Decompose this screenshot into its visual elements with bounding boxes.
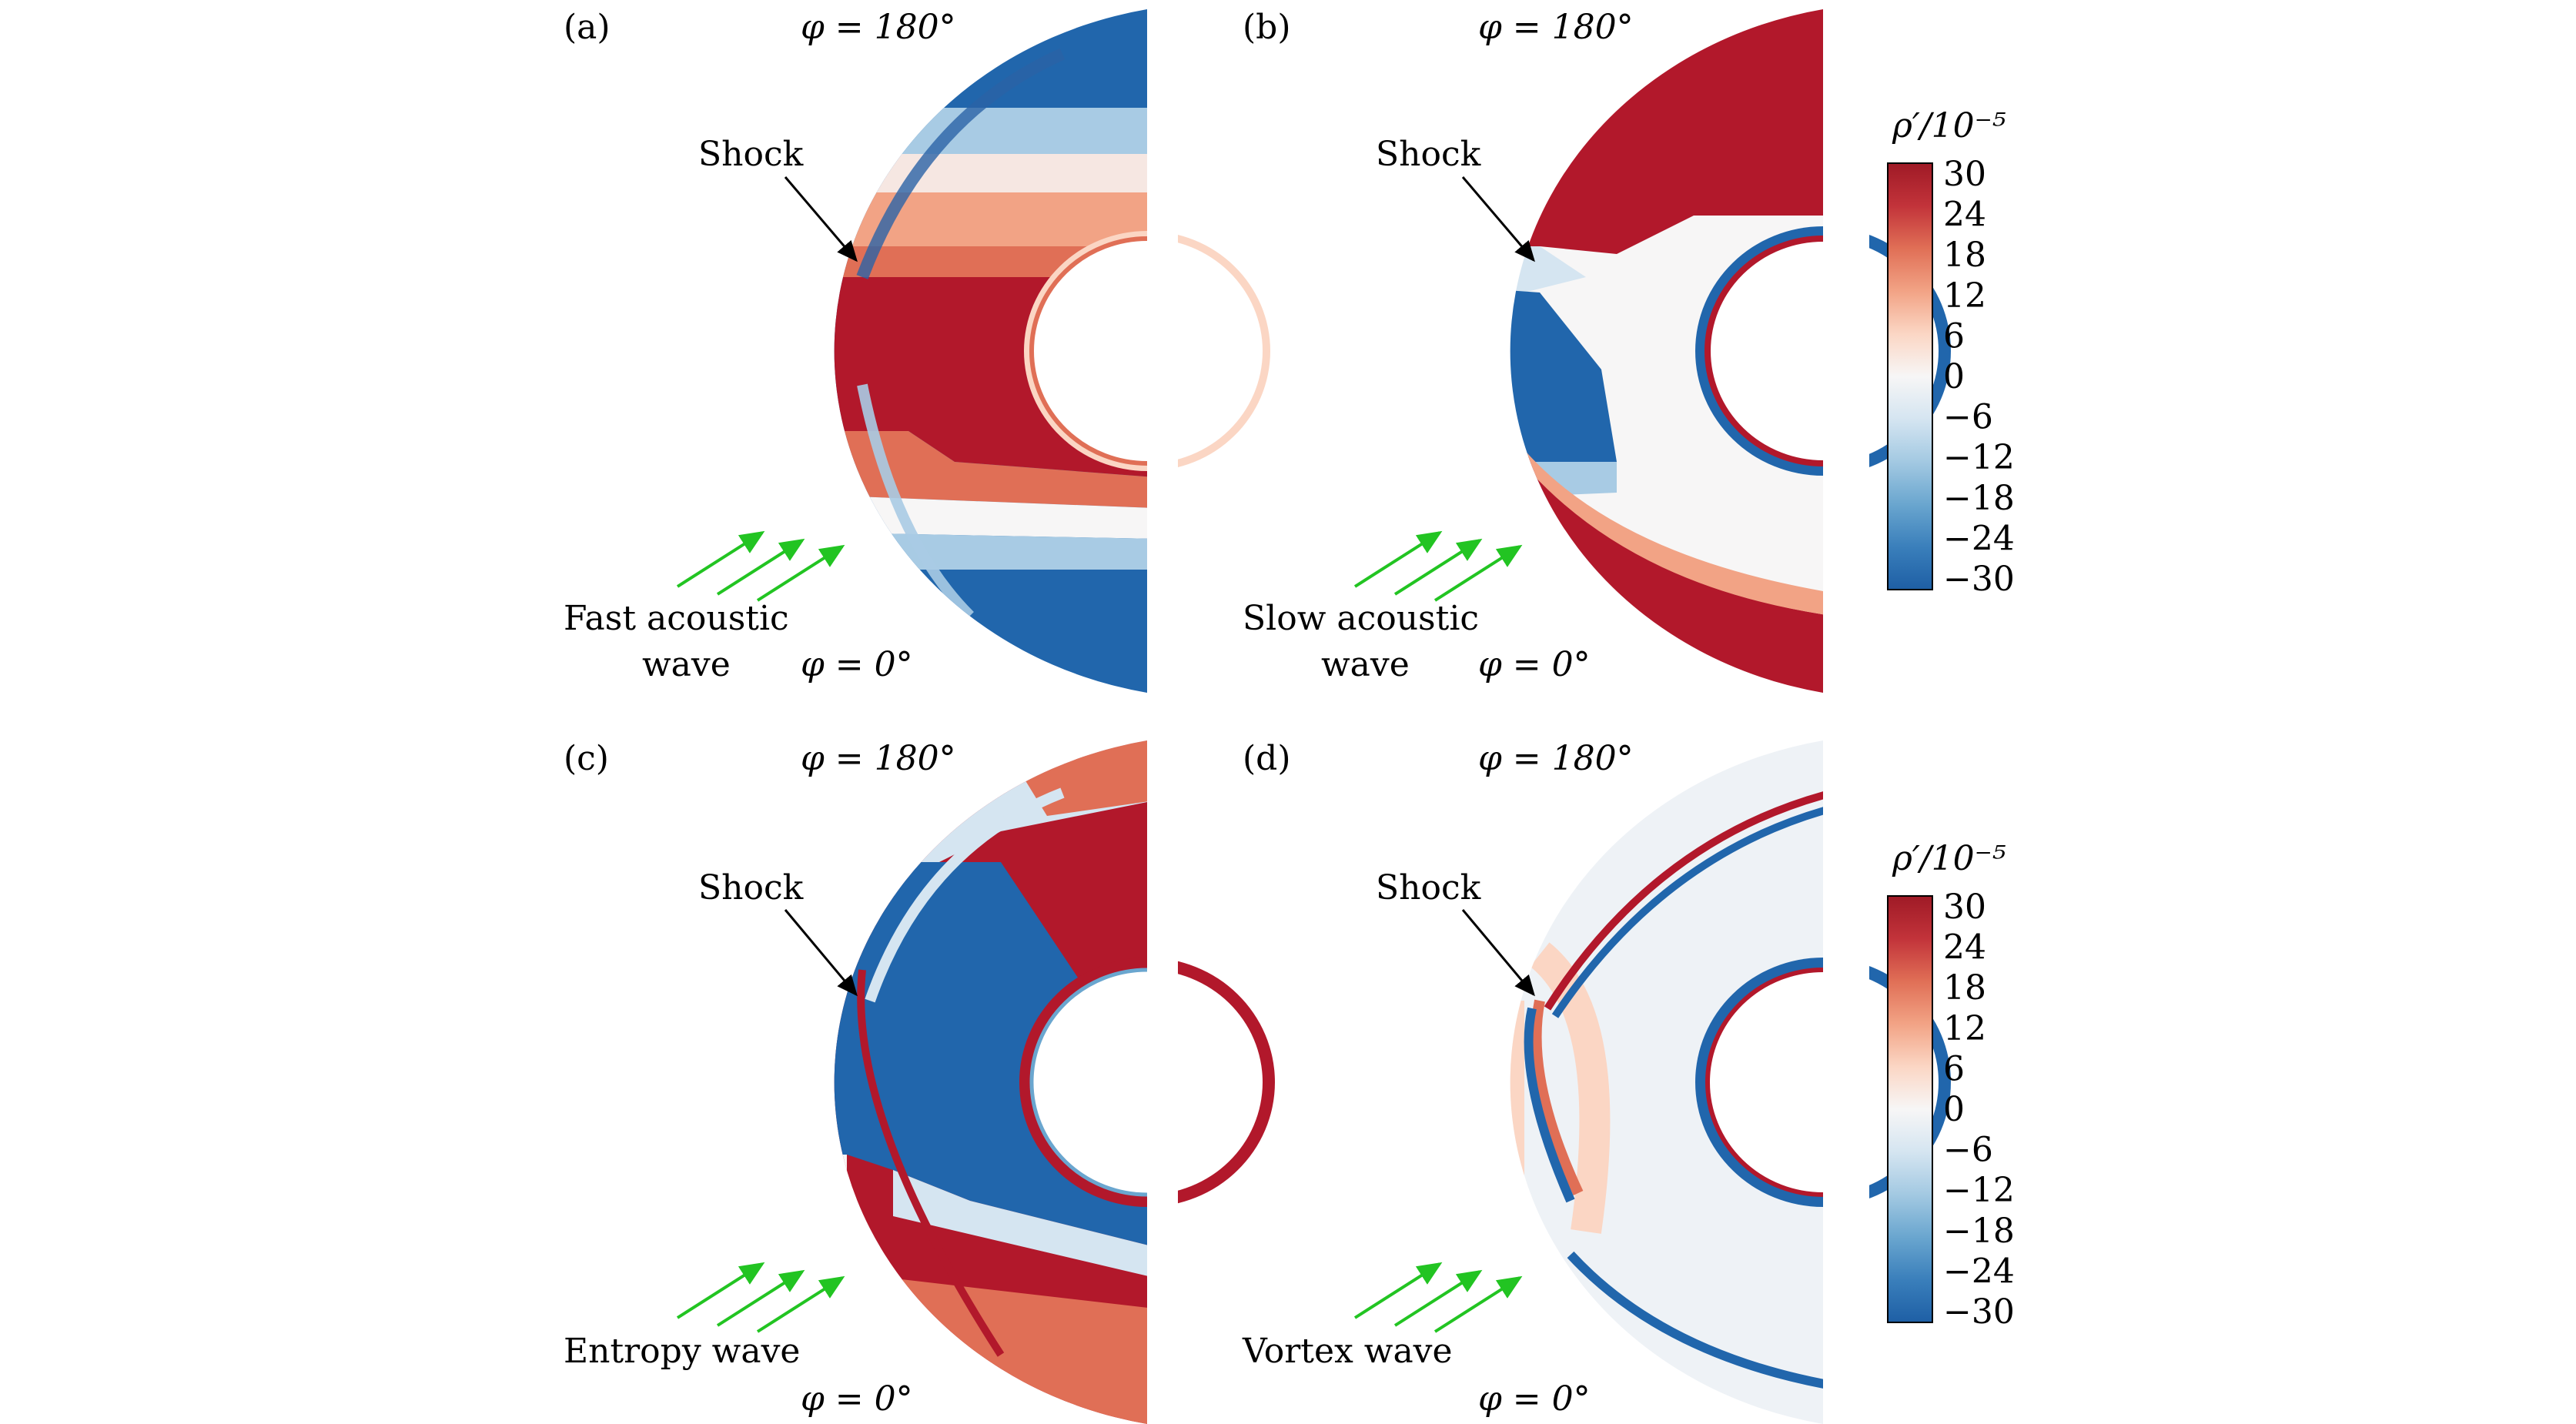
colorbar-bottom-title: ρ′/10⁻⁵ xyxy=(1892,839,2006,878)
panel-b-phi-top: φ = 180° xyxy=(1478,8,1634,47)
panel-b-wave-label: Slow acoustic xyxy=(1243,599,1479,638)
panel-d-label: (d) xyxy=(1243,739,1291,778)
colorbar-bottom-tick-5: 0 xyxy=(1943,1090,1965,1129)
panel-a-label: (a) xyxy=(564,8,611,47)
colorbar-top-bar xyxy=(1887,162,1933,590)
panel-d xyxy=(1510,731,1951,1424)
colorbar-bottom-tick-9: −24 xyxy=(1943,1252,2015,1291)
colorbar-top-tick-5: 0 xyxy=(1943,357,1965,396)
colorbar-bottom-tick-2: 18 xyxy=(1943,968,1986,1008)
panel-c-green-arrow-3 xyxy=(756,1275,845,1333)
colorbar-top-tick-6: −6 xyxy=(1943,398,1993,437)
colorbar-bottom-tick-1: 24 xyxy=(1943,928,1986,968)
panel-b-shock-arrow xyxy=(1461,176,1535,262)
panel-a-wave-label-2: wave xyxy=(642,645,731,684)
colorbar-bottom-tick-10: −30 xyxy=(1943,1292,2015,1332)
colorbar-bottom-bar xyxy=(1887,895,1933,1323)
panel-a-wave-label: Fast acoustic xyxy=(564,599,789,638)
panel-b-green-arrow-3 xyxy=(1434,544,1523,602)
panel-c-wave-label: Entropy wave xyxy=(564,1332,800,1371)
panel-d-green-arrow-2 xyxy=(1393,1269,1483,1327)
colorbar-top-tick-2: 18 xyxy=(1943,236,1986,275)
panel-c-green-arrow-1 xyxy=(676,1262,765,1319)
panel-d-phi-bottom: φ = 0° xyxy=(1478,1379,1591,1419)
panel-b-wave-label-2: wave xyxy=(1321,645,1410,684)
colorbar-top-tick-8: −18 xyxy=(1943,479,2015,518)
colorbar-bottom-tick-4: 6 xyxy=(1943,1049,1965,1088)
colorbar-bottom-tick-8: −18 xyxy=(1943,1212,2015,1251)
panel-a-shock-arrow xyxy=(784,176,858,262)
colorbar-top-tick-9: −24 xyxy=(1943,519,2015,558)
panel-a-shock-label: Shock xyxy=(698,135,804,174)
panel-c-green-arrows xyxy=(676,1262,845,1333)
panel-b-phi-bottom: φ = 0° xyxy=(1478,645,1591,684)
panel-c-phi-top: φ = 180° xyxy=(801,739,956,778)
panel-c-shock-arrow xyxy=(784,909,858,997)
panel-c-label: (c) xyxy=(564,739,609,778)
panel-a-green-arrows xyxy=(676,530,845,602)
panel-d-green-arrows xyxy=(1353,1262,1523,1333)
panel-b-label: (b) xyxy=(1243,8,1291,47)
panel-d-shock-label: Shock xyxy=(1376,868,1481,908)
panel-b xyxy=(1510,0,1951,702)
panel-d-wave-label: Vortex wave xyxy=(1242,1332,1453,1371)
colorbar-top-tick-10: −30 xyxy=(1943,560,2015,599)
colorbar-bottom-tick-3: 12 xyxy=(1943,1009,1986,1048)
panel-b-shock-label: Shock xyxy=(1376,135,1481,174)
colorbar-bottom-tick-7: −12 xyxy=(1943,1171,2015,1210)
panel-c xyxy=(834,731,1275,1424)
panel-b-green-arrows xyxy=(1353,530,1523,602)
colorbar-top-title: ρ′/10⁻⁵ xyxy=(1892,106,2006,145)
panel-d-green-arrow-3 xyxy=(1434,1275,1523,1333)
colorbar-top-tick-0: 30 xyxy=(1943,155,1986,194)
panel-d-shock-arrow xyxy=(1461,909,1535,997)
colorbar-top-tick-3: 12 xyxy=(1943,276,1986,316)
panel-a xyxy=(834,0,1270,702)
panel-a-phi-top: φ = 180° xyxy=(801,8,956,47)
panel-b-green-arrow-1 xyxy=(1353,530,1443,588)
panel-d-phi-top: φ = 180° xyxy=(1478,739,1634,778)
colorbar-bottom-tick-6: −6 xyxy=(1943,1131,1993,1170)
panel-c-phi-bottom: φ = 0° xyxy=(801,1379,913,1419)
panel-a-green-arrow-2 xyxy=(716,538,805,596)
colorbar-top-tick-4: 6 xyxy=(1943,316,1965,356)
colorbar-top-tick-7: −12 xyxy=(1943,438,2015,477)
panel-c-green-arrow-2 xyxy=(716,1269,805,1327)
panel-a-green-arrow-1 xyxy=(676,530,765,588)
panel-c-shock-label: Shock xyxy=(698,868,804,908)
panel-a-phi-bottom: φ = 0° xyxy=(801,645,913,684)
colorbar-top-tick-1: 24 xyxy=(1943,196,1986,235)
panel-a-green-arrow-3 xyxy=(756,544,845,602)
colorbar-bottom-tick-0: 30 xyxy=(1943,887,1986,927)
panel-b-green-arrow-2 xyxy=(1393,538,1483,596)
panel-d-green-arrow-1 xyxy=(1353,1262,1443,1319)
